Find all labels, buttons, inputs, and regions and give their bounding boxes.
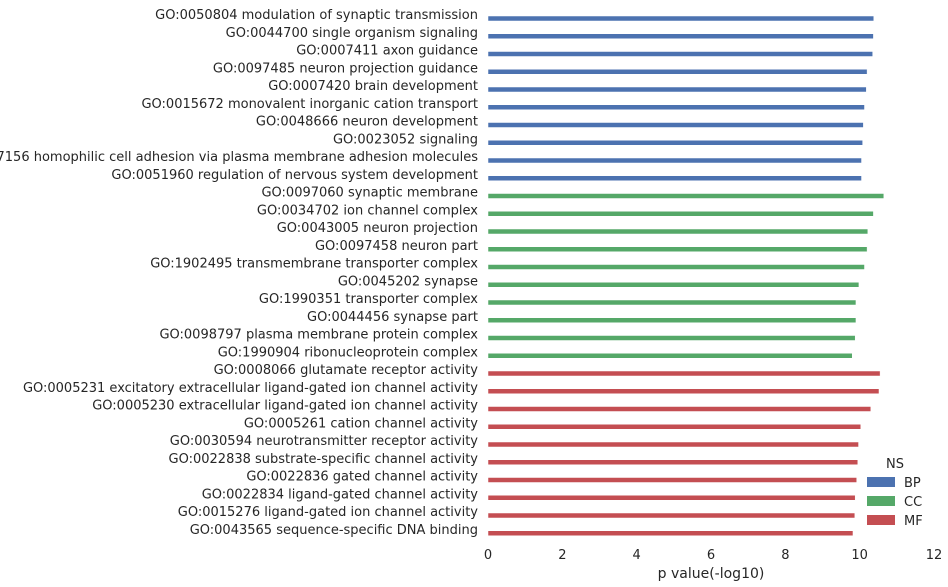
category-label: GO:0051960 regulation of nervous system … [111, 168, 478, 183]
bar-cc [487, 211, 874, 217]
legend-label-bp: BP [904, 476, 921, 491]
x-tick-label: 2 [558, 548, 566, 563]
category-label: GO:0005261 cation channel activity [244, 416, 478, 431]
bar-bp [487, 122, 864, 128]
category-label: GO:0030594 neurotransmitter receptor act… [170, 434, 479, 449]
bar-cc [487, 193, 885, 199]
bar-mf [487, 495, 856, 501]
bar-mf [487, 424, 862, 430]
category-label: GO:1902495 transmembrane transporter com… [150, 257, 478, 272]
category-label: GO:0005231 excitatory extracellular liga… [23, 381, 478, 396]
bar-mf [487, 406, 872, 412]
legend-label-mf: MF [904, 514, 923, 529]
category-label: GO:0022838 substrate-specific channel ac… [169, 452, 479, 467]
bar-cc [487, 282, 860, 288]
category-label: GO:0005230 extracellular ligand-gated io… [92, 399, 478, 414]
bar-mf [487, 530, 854, 536]
x-tick-label: 8 [781, 548, 789, 563]
x-tick-label: 4 [633, 548, 641, 563]
category-label: GO:0022834 ligand-gated channel activity [202, 487, 479, 502]
category-label: GO:0098797 plasma membrane protein compl… [159, 328, 478, 343]
bar-bp [487, 175, 862, 181]
bar-cc [487, 335, 856, 341]
category-label: GO:0045202 synapse [338, 274, 478, 289]
x-tick-label: 10 [851, 548, 868, 563]
category-label: GO:0023052 signaling [333, 132, 478, 147]
legend-title: NS [886, 457, 904, 472]
category-label: GO:0050804 modulation of synaptic transm… [155, 8, 478, 23]
category-label: GO:0022836 gated channel activity [246, 470, 478, 485]
category-label: GO:0015672 monovalent inorganic cation t… [141, 97, 478, 112]
category-label: GO:0007420 brain development [268, 79, 478, 94]
bar-mf [487, 441, 859, 448]
bar-mf [487, 459, 859, 465]
legend-swatch-bp [867, 477, 895, 487]
x-tick-label: 0 [484, 548, 492, 563]
bar-mf [487, 370, 881, 377]
legend-swatch-mf [867, 515, 895, 525]
bar-bp [487, 140, 863, 146]
category-label: GO:0044456 synapse part [307, 310, 478, 325]
x-tick-label: 12 [926, 548, 943, 563]
category-label: GO:0097458 neuron part [315, 239, 478, 254]
x-axis-ticks: 0 2 4 6 8 10 12 [484, 548, 942, 563]
legend-label-cc: CC [904, 495, 922, 510]
bar-cc [487, 228, 869, 235]
category-label: GO:0048666 neuron development [256, 115, 478, 130]
category-label: GO:0097485 neuron projection guidance [213, 61, 478, 76]
bar-bp [487, 157, 862, 164]
bars-layer [487, 15, 885, 536]
category-label: GO:0007156 homophilic cell adhesion via … [0, 150, 478, 165]
bar-cc [487, 246, 868, 252]
bar-cc [487, 264, 865, 270]
bar-bp [487, 86, 867, 93]
bar-bp [487, 104, 865, 110]
x-tick-label: 6 [707, 548, 715, 563]
bar-mf [487, 388, 880, 394]
category-label: GO:0044700 single organism signaling [226, 26, 478, 41]
legend-swatch-cc [867, 496, 895, 506]
bar-bp [487, 33, 874, 39]
bar-cc [487, 353, 853, 359]
bar-mf [487, 512, 856, 519]
bar-mf [487, 477, 857, 483]
category-labels: GO:0050804 modulation of synaptic transm… [0, 8, 478, 538]
bar-bp [487, 15, 875, 22]
category-label: GO:0043005 neuron projection [277, 221, 478, 236]
category-label: GO:0015276 ligand-gated ion channel acti… [178, 505, 479, 520]
legend-items: BP CC MF [867, 476, 923, 529]
category-label: GO:0034702 ion channel complex [257, 203, 478, 218]
x-axis-title: p value(-log10) [658, 566, 765, 582]
bar-bp [487, 69, 868, 75]
legend: NS BP CC MF [867, 457, 923, 529]
category-label: GO:0007411 axon guidance [296, 44, 478, 59]
bar-cc [487, 317, 857, 323]
category-label: GO:0043565 sequence-specific DNA binding [190, 523, 478, 538]
category-label: GO:1990351 transporter complex [259, 292, 478, 307]
bar-bp [487, 51, 873, 57]
category-label: GO:0097060 synaptic membrane [261, 186, 478, 201]
category-label: GO:1990904 ribonucleoprotein complex [218, 345, 479, 360]
category-label: GO:0008066 glutamate receptor activity [214, 363, 479, 378]
bar-cc [487, 299, 857, 306]
